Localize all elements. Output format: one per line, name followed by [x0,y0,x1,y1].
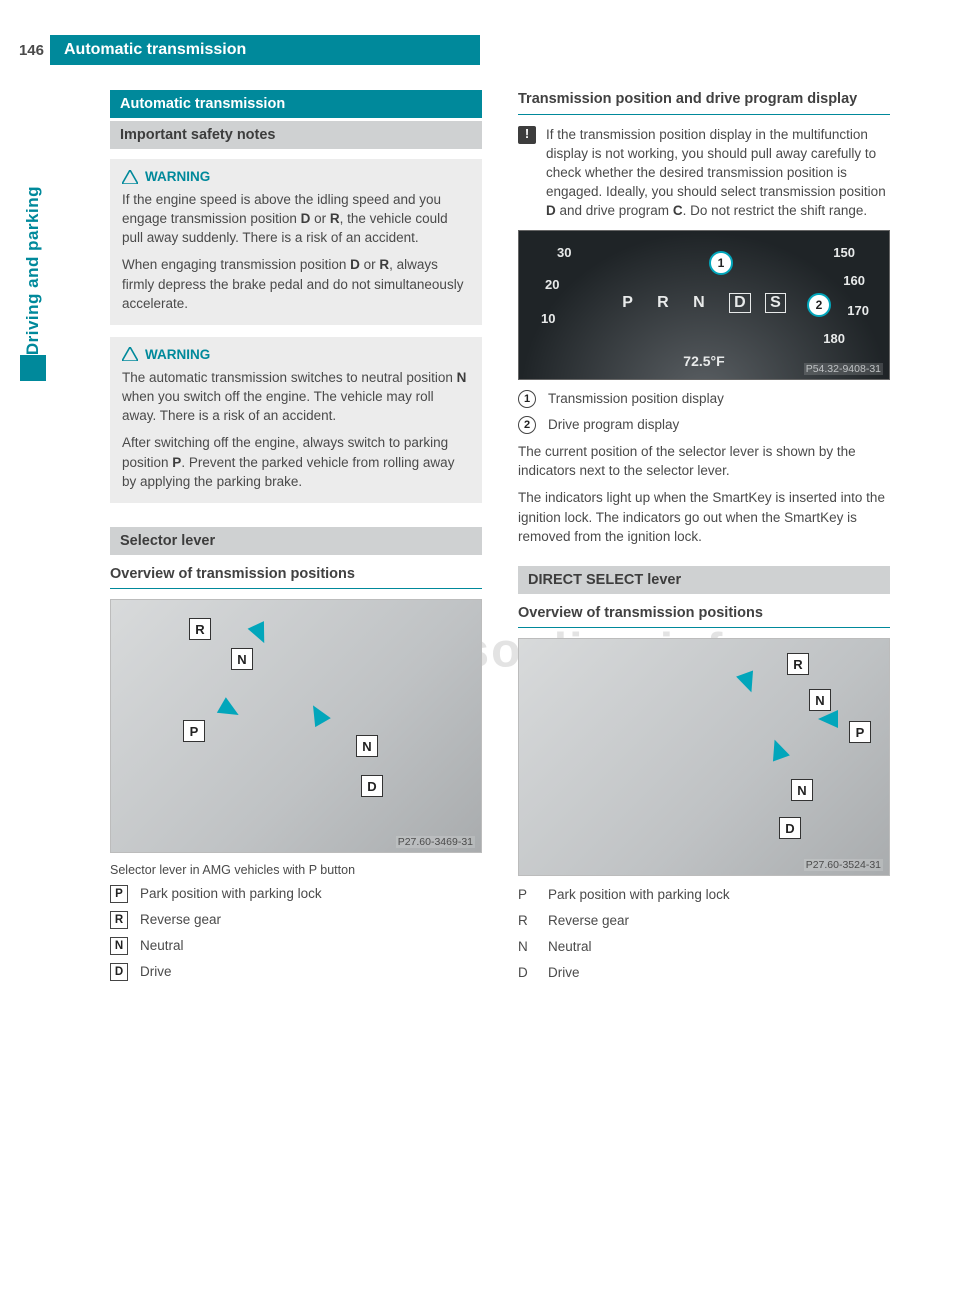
legend-item: 1Transmission position display [518,390,890,409]
warning-text: If the engine speed is above the idling … [122,190,470,247]
arrow-icon [305,701,331,727]
figure-code: P27.60-3469-31 [396,836,475,848]
heading-sub: Transmission position and drive program … [518,90,890,115]
position-label: N [809,689,831,711]
page-number: 146 [0,35,50,65]
warning-triangle-icon [122,170,138,184]
legend-item: DDrive [518,964,890,983]
warning-text: The automatic transmission switches to n… [122,368,470,425]
gauge-temp: 72.5°F [683,353,724,369]
arrow-icon [818,710,838,728]
side-tab-square [20,355,46,381]
legend-item: 2Drive program display [518,416,890,435]
figure-code: P54.32-9408-31 [804,363,883,375]
figure-code: P27.60-3524-31 [804,859,883,871]
body-text: The indicators light up when the SmartKe… [518,488,890,545]
left-column: Automatic transmission Important safety … [110,90,482,990]
figure-selector-lever: R N P N D P27.60-3469-31 [110,599,482,853]
info-note: ! If the transmission position display i… [518,125,890,221]
content-columns: Automatic transmission Important safety … [110,90,890,990]
figure-direct-select-lever: R N P N D P27.60-3524-31 [518,638,890,876]
warning-box: WARNING The automatic transmission switc… [110,337,482,503]
legend-item: DDrive [110,963,482,982]
warning-label: WARNING [145,169,210,184]
arrow-icon [248,622,273,648]
page-header-bar: 146 Automatic transmission [0,35,480,65]
legend-item: NNeutral [110,937,482,956]
gauge-prnd: P R N D S [519,293,889,313]
warning-text: After switching off the engine, always s… [122,433,470,490]
heading-grey: Important safety notes [110,121,482,149]
side-tab-label: Driving and parking [23,180,43,355]
position-label: D [779,817,801,839]
warning-triangle-icon [122,347,138,361]
heading-teal: Automatic transmission [110,90,482,118]
warning-heading: WARNING [122,347,470,362]
info-text: If the transmission position display in … [546,125,890,221]
heading-sub: Overview of transmission positions [110,565,482,590]
heading-grey: DIRECT SELECT lever [518,566,890,594]
legend-list: 1Transmission position display 2Drive pr… [518,390,890,435]
legend-item: RReverse gear [518,912,890,931]
legend-list: PPark position with parking lock RRevers… [518,886,890,983]
heading-grey: Selector lever [110,527,482,555]
warning-box: WARNING If the engine speed is above the… [110,159,482,325]
info-exclaim-icon: ! [518,126,536,144]
position-label: R [189,618,211,640]
body-text: The current position of the selector lev… [518,442,890,480]
position-label: N [791,779,813,801]
legend-list: PPark position with parking lock RRevers… [110,885,482,982]
figure-caption: Selector lever in AMG vehicles with P bu… [110,863,482,877]
position-label: P [849,721,871,743]
legend-item: PPark position with parking lock [518,886,890,905]
side-tab: Driving and parking [20,180,46,381]
legend-item: RReverse gear [110,911,482,930]
position-label: D [361,775,383,797]
heading-sub: Overview of transmission positions [518,604,890,629]
warning-label: WARNING [145,347,210,362]
page: 146 Automatic transmission Driving and p… [0,0,960,1302]
position-label: N [356,735,378,757]
position-label: R [787,653,809,675]
warning-heading: WARNING [122,169,470,184]
warning-text: When engaging transmission position D or… [122,255,470,312]
arrow-icon [766,737,790,762]
figure-gauge-display: 30 20 10 150 160 170 180 P R N D S 72.5°… [518,230,890,380]
legend-item: NNeutral [518,938,890,957]
chapter-title: Automatic transmission [50,35,480,65]
legend-item: PPark position with parking lock [110,885,482,904]
position-label: N [231,648,253,670]
callout-circle: 1 [709,251,733,275]
arrow-icon [217,698,243,724]
callout-circle: 2 [807,293,831,317]
right-column: Transmission position and drive program … [518,90,890,990]
position-label: P [183,720,205,742]
arrow-icon [736,671,760,696]
